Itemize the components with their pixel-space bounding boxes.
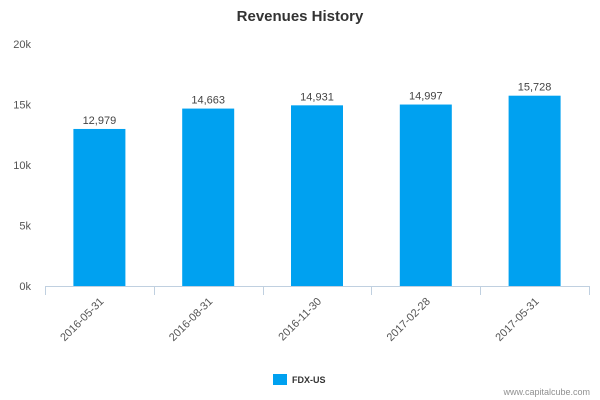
data-label: 14,997 bbox=[409, 91, 443, 103]
bar-2017-02-28[interactable] bbox=[399, 104, 452, 286]
x-tick-label: 2016-08-31 bbox=[167, 296, 215, 344]
x-tick-label: 2017-05-31 bbox=[493, 296, 541, 344]
data-label: 12,979 bbox=[83, 115, 117, 127]
data-label: 14,663 bbox=[191, 95, 225, 107]
y-tick-label: 10k bbox=[13, 160, 31, 172]
chart-title: Revenues History bbox=[237, 8, 364, 25]
legend[interactable]: FDX-US bbox=[273, 374, 326, 385]
credit-text: www.capitalcube.com bbox=[502, 387, 590, 397]
data-label: 15,728 bbox=[518, 82, 552, 94]
y-tick-label: 0k bbox=[19, 281, 31, 293]
bar-2016-11-30[interactable] bbox=[291, 105, 343, 286]
x-tick-label: 2016-05-31 bbox=[58, 296, 106, 344]
y-tick-label: 20k bbox=[13, 39, 31, 51]
x-axis-labels: 2016-05-31 2016-08-31 2016-11-30 2017-02-28… bbox=[58, 296, 541, 344]
bars-group bbox=[73, 95, 561, 287]
x-tick-label: 2017-02-28 bbox=[385, 296, 433, 344]
legend-swatch-fdx-us[interactable] bbox=[273, 374, 287, 385]
y-tick-label: 5k bbox=[19, 221, 31, 233]
y-tick-label: 15k bbox=[13, 100, 31, 112]
x-axis bbox=[45, 286, 590, 295]
legend-label-fdx-us[interactable]: FDX-US bbox=[292, 375, 326, 385]
y-axis-labels: 0k 5k 10k 15k 20k bbox=[13, 39, 31, 293]
data-labels-group: 12,979 14,663 14,931 14,997 15,728 bbox=[83, 82, 552, 127]
bar-2017-05-31[interactable] bbox=[508, 95, 561, 287]
bar-2016-08-31[interactable] bbox=[182, 108, 235, 286]
x-tick-label: 2016-11-30 bbox=[276, 296, 324, 344]
data-label: 14,931 bbox=[300, 91, 334, 103]
bar-2016-05-31[interactable] bbox=[73, 128, 126, 286]
